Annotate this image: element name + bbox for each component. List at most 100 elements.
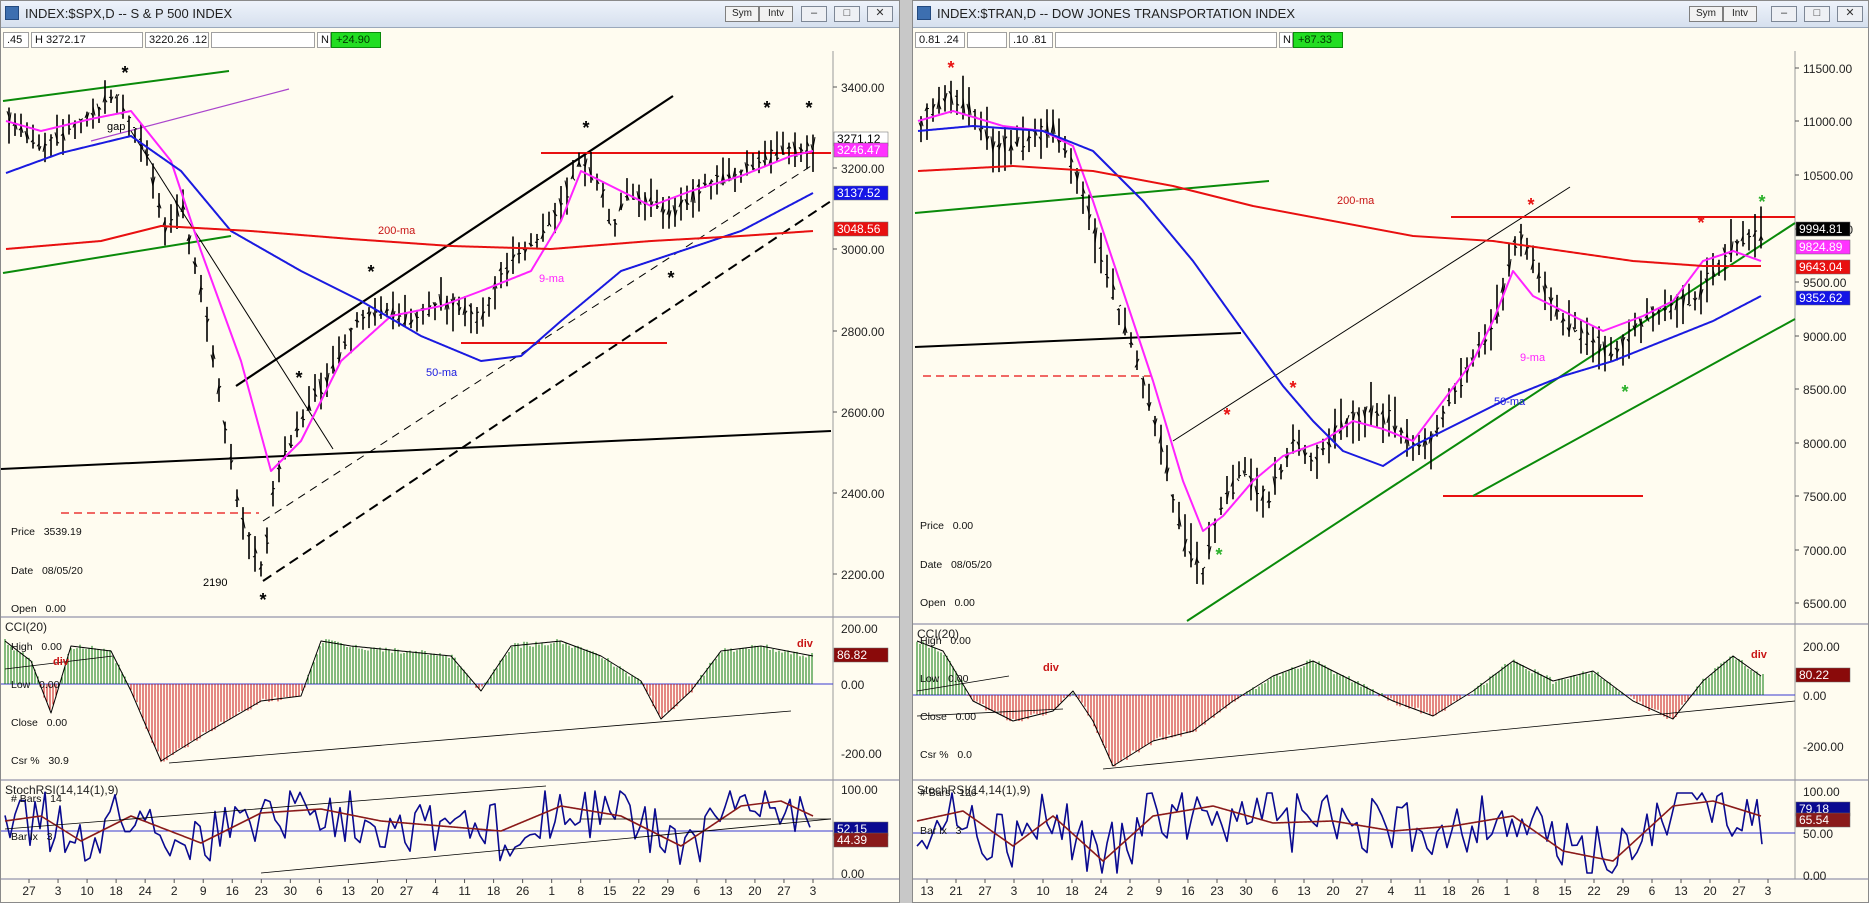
price-bar-open xyxy=(744,162,748,173)
price-bar-open xyxy=(480,312,484,320)
200-ma-line xyxy=(917,165,1761,267)
price-bar-open xyxy=(648,196,652,202)
price-bar-open xyxy=(114,93,118,99)
symbol-button[interactable]: Sym xyxy=(725,6,759,22)
price-bar-open xyxy=(1596,336,1600,339)
spx-chart-area[interactable]: 3400.003200.003000.002800.002600.002400.… xyxy=(1,1,900,903)
popup-bars-value: 14 xyxy=(50,793,62,806)
div-label: div xyxy=(53,656,70,668)
trend-line xyxy=(1186,222,1796,622)
popup-low-value: 0.00 xyxy=(948,672,969,685)
price-bar-open xyxy=(1644,314,1648,319)
price-bar-open xyxy=(1074,171,1078,180)
price-axis-label: 10500.00 xyxy=(1803,169,1853,183)
interval-button[interactable]: Intv xyxy=(1723,6,1757,22)
price-bar-open xyxy=(1494,315,1498,321)
price-bar-close xyxy=(332,363,336,373)
price-bar-close xyxy=(362,316,366,320)
price-bar-open xyxy=(1626,338,1630,343)
price-bar-close xyxy=(506,270,510,275)
price-bar-open xyxy=(1068,165,1072,168)
trend-line xyxy=(2,235,232,274)
price-bar-open xyxy=(252,555,256,558)
price-bar-close xyxy=(1016,136,1020,147)
net-change-badge: +87.33 xyxy=(1293,32,1343,48)
price-bar-close xyxy=(578,161,582,168)
price-bar-close xyxy=(1238,474,1242,477)
price-bar-close xyxy=(1724,255,1728,257)
quote-info-bar: .45 H 3272.17 3220.26 .12 N +24.90 xyxy=(1,30,899,50)
price-tag-bg xyxy=(1795,259,1851,275)
price-bar-close xyxy=(1040,125,1044,128)
price-axis-label: 2200.00 xyxy=(841,568,885,582)
title-bar[interactable]: INDEX:$TRAN,D -- DOW JONES TRANSPORTATIO… xyxy=(913,1,1868,28)
tran-chart-window[interactable]: INDEX:$TRAN,D -- DOW JONES TRANSPORTATIO… xyxy=(912,0,1869,903)
date-axis-label: 3 xyxy=(55,884,62,898)
price-bar-open xyxy=(1206,544,1210,547)
price-bar-open xyxy=(726,174,730,178)
date-axis-label: 13 xyxy=(342,884,356,898)
price-tag: 3137.52 xyxy=(837,186,881,200)
price-bar-close xyxy=(1688,304,1692,307)
price-bar-open xyxy=(6,111,10,118)
empty-field xyxy=(967,32,1007,48)
date-axis-label: 11 xyxy=(1414,884,1427,898)
empty-field xyxy=(211,32,315,48)
maximize-icon[interactable]: □ xyxy=(1804,6,1830,22)
price-bar-close xyxy=(692,185,696,204)
maximize-icon[interactable]: □ xyxy=(834,6,860,22)
price-bar-open xyxy=(1674,298,1678,311)
price-bar-close xyxy=(1166,467,1170,475)
price-bar-open xyxy=(1758,235,1762,242)
price-bar-open xyxy=(684,198,688,205)
price-bar-open xyxy=(552,209,556,215)
price-tag-bg xyxy=(833,221,889,237)
price-axis-label: 2400.00 xyxy=(841,487,885,501)
title-bar[interactable]: INDEX:$SPX,D -- S & P 500 INDEX Sym Intv… xyxy=(1,1,899,28)
date-axis-label: 15 xyxy=(1558,884,1572,898)
price-bar-open xyxy=(318,378,322,395)
price-bar-close xyxy=(1736,240,1740,245)
stochrsi-title: StochRSI(14,14(1),9) xyxy=(5,783,118,797)
price-bar-open xyxy=(1272,476,1276,489)
minimize-icon[interactable]: – xyxy=(1771,6,1797,22)
price-bar-open xyxy=(1512,238,1516,243)
price-bar-open xyxy=(432,302,436,307)
price-bar-close xyxy=(944,92,948,101)
cci-title: CCI(20) xyxy=(5,620,47,634)
tran-chart-area[interactable]: 11500.0011000.0010500.0010000.009500.009… xyxy=(913,1,1869,903)
price-bar-open xyxy=(1182,544,1186,552)
date-axis-label: 3 xyxy=(1765,884,1772,898)
close-icon[interactable]: ✕ xyxy=(867,6,893,22)
price-bar-open xyxy=(1038,136,1042,141)
popup-high-value: 0.00 xyxy=(41,640,62,653)
price-bar-close xyxy=(668,210,672,220)
price-bar-close xyxy=(356,319,360,323)
price-bar-close xyxy=(1580,326,1584,334)
price-axis-label: 8000.00 xyxy=(1803,437,1847,451)
price-bar-close xyxy=(176,207,180,217)
close-icon[interactable]: ✕ xyxy=(1837,6,1863,22)
price-bar-close xyxy=(1400,427,1404,434)
price-bar-open xyxy=(150,177,154,187)
minimize-icon[interactable]: – xyxy=(801,6,827,22)
price-bar-open xyxy=(144,149,148,160)
price-bar-open xyxy=(246,535,250,537)
50-ma-line xyxy=(917,125,1762,467)
popup-high-label: High xyxy=(920,634,942,647)
price-bar-close xyxy=(536,238,540,241)
price-bar-close xyxy=(1640,321,1644,327)
price-bar-open xyxy=(300,415,304,420)
interval-button[interactable]: Intv xyxy=(759,6,793,22)
date-axis-label: 20 xyxy=(1703,884,1717,898)
symbol-button[interactable]: Sym xyxy=(1689,6,1723,22)
date-axis-label: 18 xyxy=(109,884,123,898)
price-bar-open xyxy=(1278,465,1282,471)
price-bar-close xyxy=(740,169,744,174)
price-bar-open xyxy=(1164,464,1168,474)
popup-date-label: Date xyxy=(920,558,943,571)
popup-barlx-value: 3 xyxy=(955,825,962,838)
price-tag: 9352.62 xyxy=(1799,291,1843,305)
spx-chart-window[interactable]: INDEX:$SPX,D -- S & P 500 INDEX Sym Intv… xyxy=(0,0,900,903)
date-axis-label: 13 xyxy=(1674,884,1688,898)
